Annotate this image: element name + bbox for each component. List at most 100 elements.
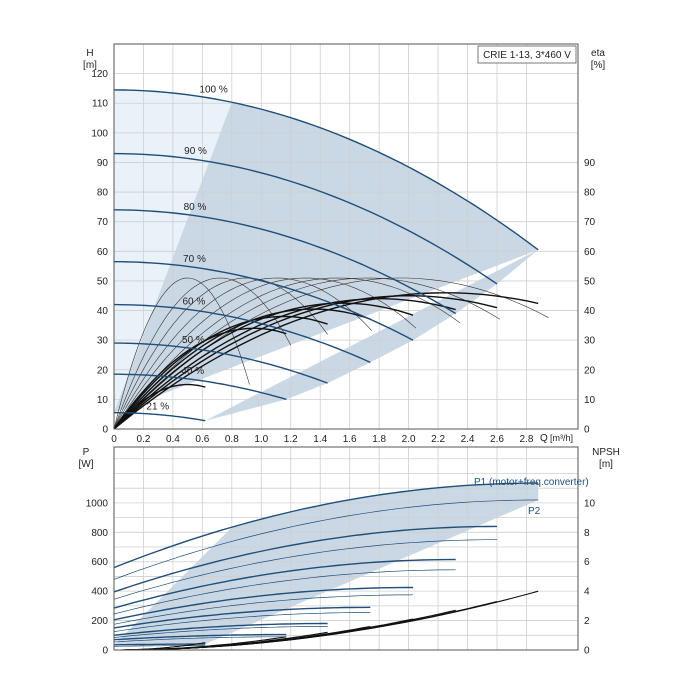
eta-axis-label: eta — [591, 48, 605, 59]
head-tick-label: 50 — [97, 276, 109, 287]
p2-curve — [113, 594, 414, 625]
eta-tick-label: 10 — [584, 395, 596, 406]
eta-tick-label: 30 — [584, 336, 596, 347]
flow-tick-label: 2.8 — [519, 434, 533, 445]
operating-area — [114, 102, 539, 421]
head-tick-label: 40 — [97, 306, 109, 317]
eta-tick-label: 0 — [584, 425, 590, 436]
npsh-tick-label: 2 — [584, 616, 590, 627]
p2-curve — [113, 612, 371, 632]
head-axis-label: H — [86, 48, 93, 59]
efficiency-curve-thin — [113, 277, 250, 430]
efficiency-curve — [113, 297, 456, 430]
head-tick-label: 30 — [97, 336, 109, 347]
head-curve — [114, 412, 206, 422]
head-axis-unit: [m] — [83, 60, 97, 71]
flow-tick-label: 2.0 — [402, 434, 416, 445]
npsh-axis-unit: [m] — [599, 459, 613, 470]
flow-tick-label: 0.4 — [166, 434, 180, 445]
p1-series-label: P1 (motor+freq.converter) — [474, 477, 589, 488]
flow-axis-label: Q — [540, 433, 548, 444]
head-tick-label: 20 — [97, 365, 109, 376]
eta-tick-label: 40 — [584, 306, 596, 317]
speed-label: 21 % — [146, 402, 169, 413]
flow-tick-label: 2.4 — [461, 434, 475, 445]
flow-tick-label: 2.6 — [490, 434, 504, 445]
npsh-tick-label: 0 — [584, 646, 590, 657]
bottom-curves — [113, 482, 539, 651]
flow-tick-label: 1.0 — [254, 434, 268, 445]
flow-tick-label: 0.6 — [195, 434, 209, 445]
p1-curve — [113, 622, 328, 636]
head-tick-label: 110 — [92, 99, 108, 110]
head-curve — [113, 89, 539, 251]
head-curve — [114, 342, 328, 384]
eta-tick-label: 80 — [584, 188, 596, 199]
chart-title-box — [477, 45, 577, 64]
power-tick-label: 1000 — [86, 498, 109, 509]
efficiency-curve-thin — [113, 277, 501, 430]
speed-label: 100 % — [199, 84, 227, 95]
npsh-tick-label: 4 — [584, 587, 590, 598]
p1-curve — [113, 482, 539, 569]
head-tick-label: 90 — [97, 158, 109, 169]
power-tick-label: 800 — [91, 528, 108, 539]
flow-tick-label: 0.8 — [225, 434, 239, 445]
efficiency-curve — [113, 302, 414, 430]
npsh-tick-label: 8 — [584, 528, 590, 539]
head-tick-label: 10 — [97, 395, 109, 406]
efficiency-curve-thin — [113, 277, 461, 430]
head-curve — [113, 303, 371, 364]
p2-curve — [113, 636, 287, 643]
head-tick-label: 70 — [97, 217, 109, 228]
flow-tick-label: 0 — [111, 434, 117, 445]
p1-curve — [113, 525, 498, 593]
head-curve — [113, 152, 498, 285]
head-tick-label: 60 — [97, 247, 109, 258]
flow-tick-label: 1.8 — [372, 434, 386, 445]
eta-tick-label: 20 — [584, 365, 596, 376]
power-axis-unit: [W] — [79, 459, 94, 470]
p2-curve — [113, 626, 328, 638]
top-curves: 100 % 90 % 80 % 70 % 60 % 50 % 40 % 21 % — [113, 84, 549, 430]
head-curve — [113, 209, 457, 315]
p2-curve — [114, 645, 206, 647]
head-tick-label: 120 — [91, 69, 108, 80]
p1-curve — [113, 586, 413, 621]
speed-label: 70 % — [183, 254, 206, 265]
power-operating-area — [114, 483, 539, 645]
eta-tick-label: 50 — [584, 276, 596, 287]
p2-curve — [113, 539, 497, 600]
eta-tick-label: 70 — [584, 217, 596, 228]
speed-label: 40 % — [181, 366, 204, 377]
bottom-areas — [114, 483, 539, 645]
p1-curve — [113, 558, 456, 609]
head-tick-label: 0 — [102, 425, 108, 436]
efficiency-curve-thin — [113, 277, 328, 430]
efficiency-curve-thin — [113, 277, 292, 430]
efficiency-curve — [113, 292, 539, 430]
p2-curve — [113, 499, 539, 580]
power-tick-label: 200 — [91, 616, 108, 627]
flow-tick-label: 0.2 — [137, 434, 151, 445]
power-tick-label: 600 — [91, 557, 108, 568]
bottom-plot-frame — [113, 446, 579, 651]
power-tick-label: 0 — [102, 646, 108, 657]
speed-label: 90 % — [184, 146, 207, 157]
head-tick-label: 80 — [97, 188, 109, 199]
chart-title: CRIE 1-13, 3*460 V — [483, 50, 571, 61]
power-axis-label: P — [83, 447, 90, 458]
bottom-ticks: 0 200 400 600 800 1000 0 2 4 6 8 10 — [86, 498, 596, 656]
p1-curve — [113, 633, 287, 641]
flow-axis-unit: [m³/h] — [550, 433, 573, 443]
p2-series-label: P2 — [528, 506, 541, 517]
npsh-axis-label: NPSH — [592, 447, 620, 458]
speed-label: 80 % — [184, 202, 207, 213]
p1-curve — [113, 643, 206, 646]
npsh-tick-label: 6 — [584, 557, 590, 568]
eta-tick-label: 90 — [584, 158, 596, 169]
speed-label: 60 % — [182, 297, 205, 308]
eta-tick-label: 60 — [584, 247, 596, 258]
efficiency-curve-thin — [113, 277, 417, 430]
